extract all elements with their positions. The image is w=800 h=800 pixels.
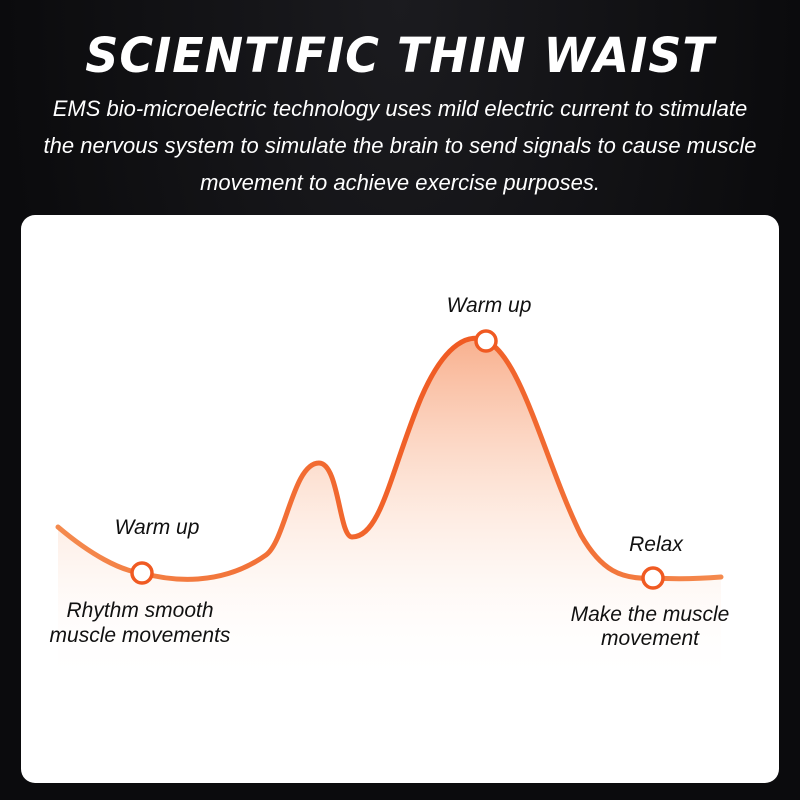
point-marker-2 [474,329,498,353]
page-subtitle: EMS bio-microelectric technology uses mi… [43,96,757,195]
point-caption-1-line-1: Rhythm smooth [66,599,213,622]
point-marker-1 [130,561,154,585]
point-label-2: Warm up [447,294,532,317]
point-label-3: Relax [629,533,684,556]
page-title: SCIENTIFIC THIN WAIST [85,26,715,84]
point-label-1: Warm up [115,516,200,539]
wave-diagram: Warm up Rhythm smooth muscle movements W… [50,294,730,685]
point-marker-3 [641,566,665,590]
point-caption-3-line-2: movement [601,627,700,650]
point-caption-1-line-2: muscle movements [50,624,231,647]
diagram-card: Warm up Rhythm smooth muscle movements W… [21,215,779,783]
point-caption-3-line-1: Make the muscle [571,603,730,626]
wave-curve [55,335,724,582]
wave-area [58,338,721,685]
